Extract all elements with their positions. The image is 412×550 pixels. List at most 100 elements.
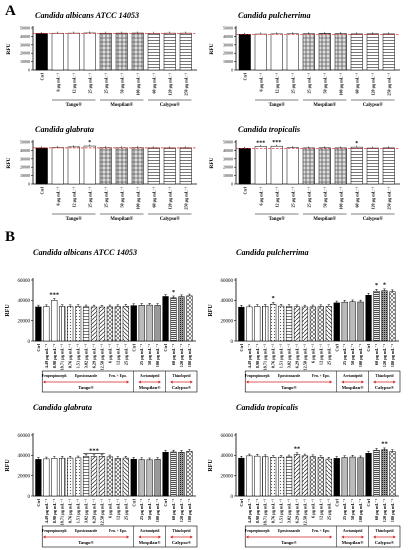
x-tick-label: 25 µg mL⁻¹ xyxy=(87,72,92,93)
bar xyxy=(357,301,364,342)
y-axis-label: RFU xyxy=(208,459,214,472)
bar xyxy=(317,306,324,342)
y-tick-label: 40000 xyxy=(221,299,234,304)
y-tick-label: 60000 xyxy=(18,279,31,284)
arrow-head-right xyxy=(126,535,130,539)
group-label: Mospilan® xyxy=(110,216,133,222)
x-tick-label: 6.29 µg mL⁻¹ xyxy=(295,343,300,368)
arrow-head-right xyxy=(158,380,161,384)
active-substance-label: Thiacloprid xyxy=(375,374,393,378)
bar xyxy=(365,295,372,342)
x-tick-label: 4.49 µg mL⁻¹ xyxy=(247,343,252,368)
bar xyxy=(131,147,144,185)
bar xyxy=(43,458,50,497)
significance-mark: * xyxy=(88,140,91,146)
x-tick-label: 50 µg mL⁻¹ xyxy=(322,186,327,207)
x-tick-label: 0.76 µg mL⁻¹ xyxy=(68,343,73,368)
active-substance-label: Fen. + Epo. xyxy=(109,374,127,378)
x-tick-label: 25 µg mL⁻¹ xyxy=(123,498,128,520)
bar xyxy=(147,33,160,71)
chart-title: Candida pulcherrima xyxy=(236,248,309,257)
product-label: Mospilan® xyxy=(342,540,364,545)
bar xyxy=(98,456,106,497)
bar xyxy=(163,147,176,185)
bar xyxy=(82,456,90,497)
x-tick-label: 180 µg mL⁻¹ xyxy=(390,498,395,522)
x-tick-label: 250 µg mL⁻¹ xyxy=(183,186,188,209)
bar xyxy=(67,146,80,185)
y-tick-label: 40000 xyxy=(20,34,30,39)
arrow-head-right xyxy=(190,535,193,539)
x-tick-label: 18.71 µg mL⁻¹ xyxy=(60,498,65,525)
product-label: Calypso® xyxy=(172,540,192,545)
x-tick-label: 120 µg mL⁻¹ xyxy=(370,186,375,209)
group-label: Tango® xyxy=(269,102,286,108)
bar xyxy=(83,32,96,71)
y-tick-label: 0 xyxy=(28,68,30,73)
bar xyxy=(317,457,324,497)
x-tick-label: Ctrl xyxy=(163,343,168,351)
bar xyxy=(373,450,380,497)
legend-box xyxy=(244,370,401,393)
bar xyxy=(286,33,299,71)
y-axis-label: RFU xyxy=(6,43,12,54)
x-tick-label: 50 µg mL⁻¹ xyxy=(119,72,124,93)
bar xyxy=(114,306,121,342)
arrow-head-right xyxy=(361,535,364,539)
bar xyxy=(286,147,299,185)
panel-label-b: B xyxy=(5,229,15,245)
y-tick-label: 20000 xyxy=(20,165,30,170)
y-tick-label: 30000 xyxy=(223,42,233,47)
product-label: Calypso® xyxy=(375,385,395,390)
x-tick-label: 12.58 µg mL⁻¹ xyxy=(99,343,104,370)
x-tick-label: 12 µg mL⁻¹ xyxy=(71,72,76,93)
arrow-head-right xyxy=(393,380,396,384)
product-label: Tango® xyxy=(78,385,94,390)
x-tick-label: 25 µg mL⁻¹ xyxy=(326,343,331,365)
active-substance-label: Epoxiconazole xyxy=(278,529,301,533)
bar xyxy=(130,458,137,497)
x-tick-label: 25 µg mL⁻¹ xyxy=(123,343,128,365)
bar xyxy=(115,147,128,185)
active-substance-label: Acetamiprid xyxy=(140,529,159,533)
bar xyxy=(35,459,42,497)
x-tick-label: 12 µg mL⁻¹ xyxy=(115,343,120,365)
bar xyxy=(334,147,347,185)
bar xyxy=(302,147,315,185)
y-tick-label: 20000 xyxy=(223,51,233,56)
x-tick-label: Ctrl xyxy=(39,72,44,80)
bar xyxy=(318,147,331,185)
x-tick-label: Ctrl xyxy=(366,343,371,351)
panel-label-a: A xyxy=(5,3,16,19)
bar xyxy=(254,455,261,497)
x-tick-label: Ctrl xyxy=(163,498,168,506)
group-label: Tango® xyxy=(66,216,83,222)
significance-mark: ** xyxy=(381,441,388,448)
x-tick-label: 4.49 µg mL⁻¹ xyxy=(44,343,49,368)
chart-b-4: Candida tropicalis 0 20000 40000 60000 RFU Ctr… xyxy=(208,403,401,548)
x-tick-label: 100 µg mL⁻¹ xyxy=(338,72,343,95)
bar xyxy=(254,33,267,71)
active-substance-label: Epoxiconazole xyxy=(75,374,98,378)
x-tick-label: Ctrl xyxy=(334,498,339,506)
bar xyxy=(59,457,66,497)
bar xyxy=(67,32,80,71)
bar xyxy=(365,453,372,497)
bar xyxy=(90,306,98,342)
bar xyxy=(106,306,114,342)
y-axis-label: RFU xyxy=(209,157,215,168)
x-tick-label: 50 µg mL⁻¹ xyxy=(147,498,152,520)
bar xyxy=(333,302,340,342)
arrow-head-right xyxy=(329,380,333,384)
x-tick-label: 180 µg mL⁻¹ xyxy=(390,343,395,367)
product-label: Tango® xyxy=(281,385,297,390)
x-tick-label: 100 µg mL⁻¹ xyxy=(338,186,343,209)
chart-title: Candida tropicalis xyxy=(238,125,300,134)
bar xyxy=(186,295,193,342)
x-tick-label: 0.76 µg mL⁻¹ xyxy=(68,498,73,523)
x-tick-label: Ctrl xyxy=(239,343,244,351)
x-tick-label: 8.98 µg mL⁻¹ xyxy=(255,498,260,523)
bar xyxy=(179,32,192,71)
active-substance-label: Fenpropimorph xyxy=(245,374,270,378)
